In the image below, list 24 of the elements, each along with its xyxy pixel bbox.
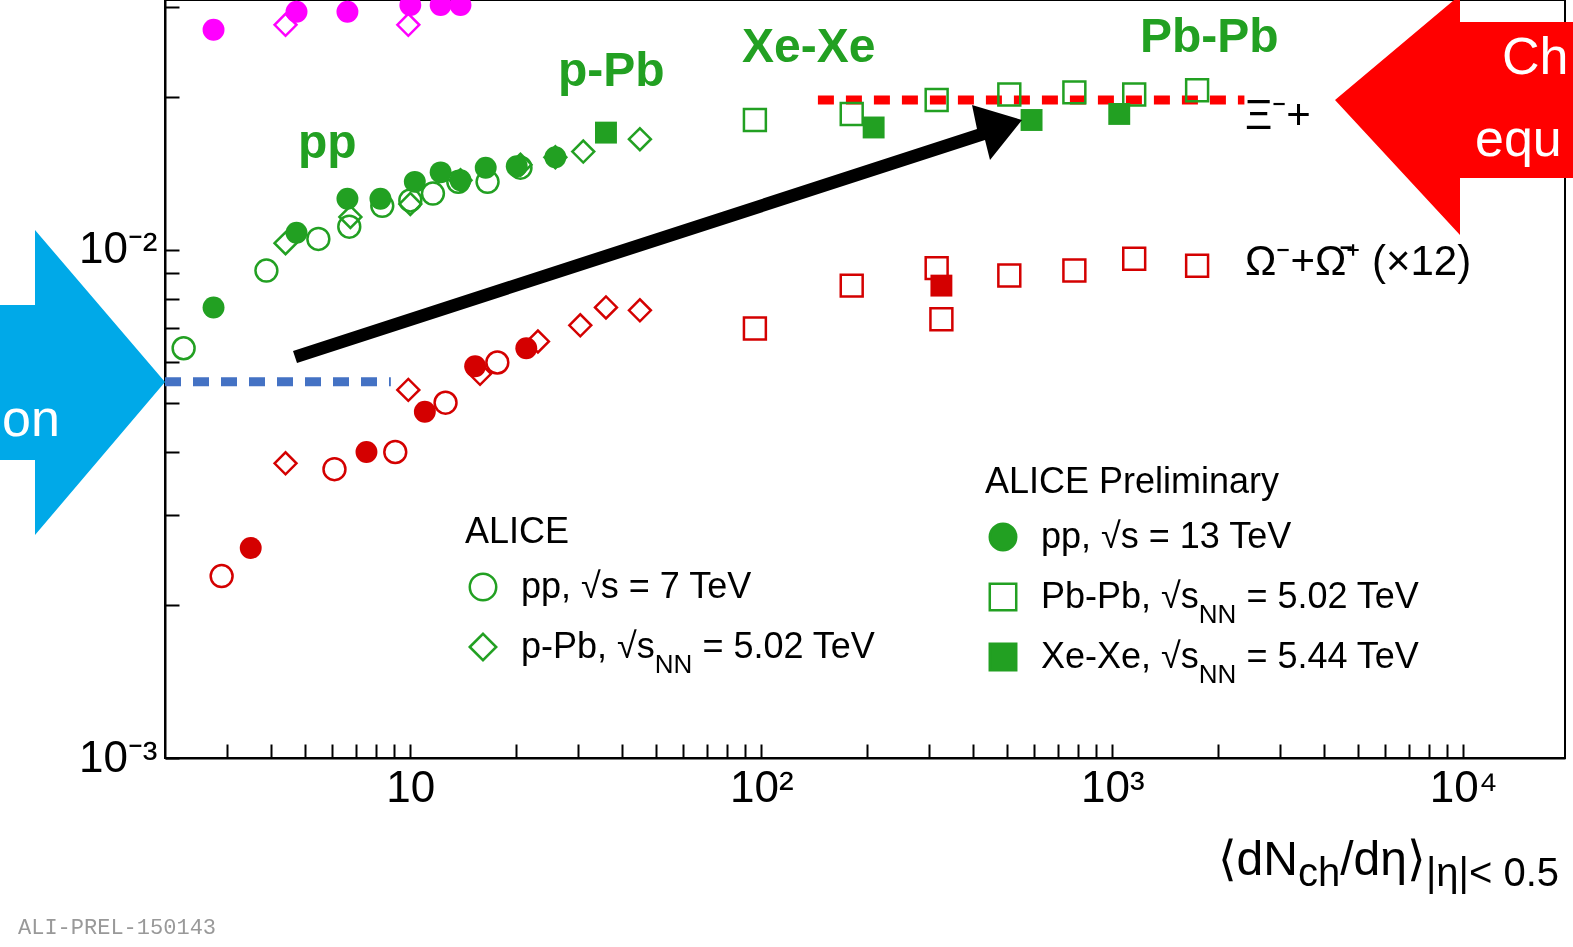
annotation: Ω⁻+Ω̄⁺ (×12) bbox=[1245, 237, 1472, 284]
y-tick-label: 10⁻² bbox=[78, 223, 158, 273]
annotation: p-Pb bbox=[558, 43, 665, 96]
legend-title: ALICE bbox=[465, 510, 570, 551]
annotation: Ch bbox=[1502, 27, 1569, 85]
x-tick-label: 10³ bbox=[1080, 761, 1145, 811]
annotation: Pb-Pb bbox=[1140, 9, 1279, 62]
y-tick-label: 10⁻³ bbox=[78, 731, 158, 781]
legend-label: pp, √s = 13 TeV bbox=[1041, 515, 1292, 556]
x-tick-label: 10² bbox=[729, 761, 794, 811]
legend-label: p-Pb, √s$_{NN}$ = 5.02 TeV bbox=[521, 625, 875, 679]
annotation: pp bbox=[298, 115, 357, 168]
annotation: Xe-Xe bbox=[742, 19, 876, 72]
legend-label: Pb-Pb, √s$_{NN}$ = 5.02 TeV bbox=[1041, 575, 1419, 629]
legend-label: pp, √s = 7 TeV bbox=[521, 565, 752, 606]
legend-label: Xe-Xe, √s$_{NN}$ = 5.44 TeV bbox=[1041, 635, 1419, 689]
text: on bbox=[2, 389, 60, 447]
x-tick-label: 10⁴ bbox=[1429, 761, 1498, 811]
annotation: equ bbox=[1475, 109, 1562, 167]
text: ALI-PREL-150143 bbox=[18, 916, 217, 941]
x-axis-title: ⟨dN$_{ch}$/dη⟩$_{|η|< 0.5}$ bbox=[1217, 832, 1559, 894]
annotation: ALICE Preliminary bbox=[985, 460, 1280, 501]
annotation: Ξ⁻+ bbox=[1245, 91, 1311, 138]
x-tick-label: 10 bbox=[386, 761, 436, 811]
